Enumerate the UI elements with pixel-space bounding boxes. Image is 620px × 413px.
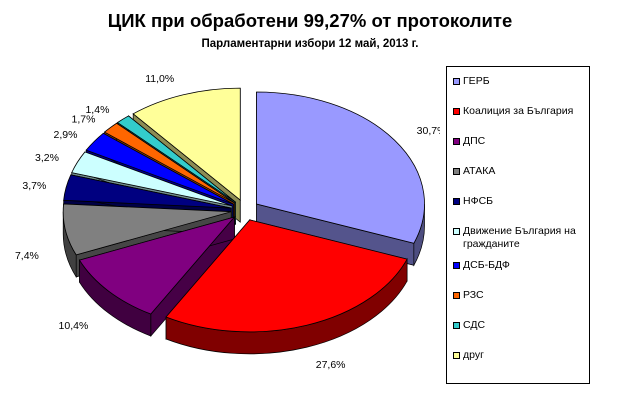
slice-label-герб: 30,7% (417, 125, 440, 137)
legend-item-дпс: ДПС (453, 135, 589, 148)
slice-label-нфсб: 3,7% (22, 180, 46, 192)
pie-chart: 30,7%27,6%10,4%7,4%3,7%3,2%2,9%1,7%1,4%1… (0, 0, 440, 413)
legend-label: АТАКА (453, 165, 589, 178)
legend-swatch (453, 322, 460, 329)
legend-swatch (453, 228, 460, 235)
legend-swatch (453, 108, 460, 115)
legend-swatch (453, 78, 460, 85)
slice-label-атака: 7,4% (15, 250, 39, 262)
legend-item-атака: АТАКА (453, 165, 589, 178)
legend-item-коалиция-за-българия: Коалиция за България (453, 105, 589, 118)
legend-label: СДС (453, 319, 589, 332)
legend-label: НФСБ (453, 195, 589, 208)
legend-swatch (453, 292, 460, 299)
legend-label: ГЕРБ (453, 75, 589, 88)
slice-label-дсб-бдф: 2,9% (54, 129, 78, 141)
slice-label-коалиция-за-българия: 27,6% (316, 359, 346, 371)
slice-label-движение-българия-на-гражданите: 3,2% (35, 152, 59, 164)
legend-item-герб: ГЕРБ (453, 75, 589, 88)
legend-label: ДПС (453, 135, 589, 148)
legend-item-сдс: СДС (453, 319, 589, 332)
legend-item-дсб-бдф: ДСБ-БДФ (453, 259, 589, 272)
legend-label: РЗС (453, 289, 589, 302)
legend-item-нфсб: НФСБ (453, 195, 589, 208)
legend-label: ДСБ-БДФ (453, 259, 589, 272)
legend-label: друг (453, 349, 589, 362)
legend-item-друг: друг (453, 349, 589, 362)
legend-swatch (453, 262, 460, 269)
legend-label: Движение България на гражданите (453, 225, 589, 251)
slice-label-друг: 11,0% (145, 73, 174, 85)
slice-label-сдс: 1,4% (85, 104, 109, 116)
legend-item-рзс: РЗС (453, 289, 589, 302)
legend-item-движение-българия-на-гражданите: Движение България на гражданите (453, 225, 589, 251)
legend-label: Коалиция за България (453, 105, 589, 118)
legend-swatch (453, 168, 460, 175)
legend-swatch (453, 352, 460, 359)
legend-swatch (453, 138, 460, 145)
slice-label-дпс: 10,4% (59, 320, 89, 332)
chart-legend: ГЕРБ Коалиция за България ДПС АТАКА НФСБ Движ… (446, 66, 590, 384)
legend-swatch (453, 198, 460, 205)
